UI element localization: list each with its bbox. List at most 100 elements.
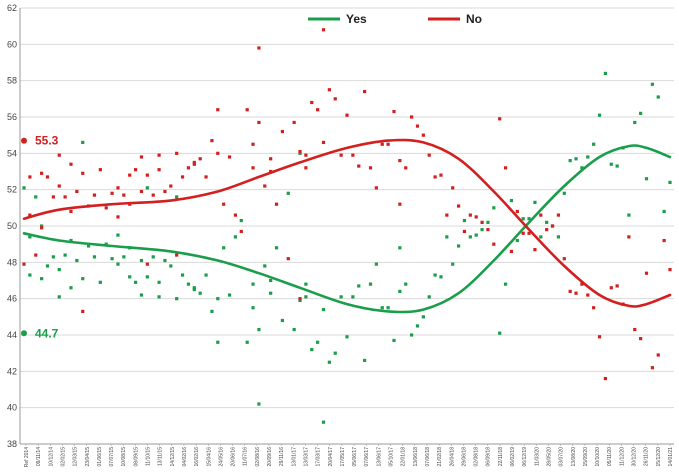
- data-point-no: [321, 140, 326, 145]
- x-tick-label: 10/10/20: [595, 447, 601, 467]
- x-tick-label: 02/08/16: [255, 447, 261, 467]
- data-point-yes: [269, 278, 273, 283]
- data-point-no: [427, 153, 431, 157]
- data-point-no: [263, 184, 267, 188]
- data-point-no: [28, 213, 32, 217]
- data-point-no: [169, 184, 173, 188]
- data-point-no: [139, 155, 144, 159]
- data-point-yes: [28, 235, 32, 239]
- data-point-no: [75, 189, 79, 194]
- data-point-no: [539, 213, 543, 217]
- data-point-no: [321, 28, 326, 32]
- data-point-no: [462, 229, 467, 234]
- data-point-yes: [321, 307, 326, 312]
- data-point-no: [63, 195, 67, 199]
- x-tick-label: 11/12/20: [619, 447, 625, 466]
- data-point-yes: [40, 277, 44, 281]
- data-point-no: [304, 166, 308, 170]
- data-point-no: [486, 228, 490, 232]
- data-point-no: [298, 149, 302, 154]
- data-point-yes: [456, 244, 461, 248]
- data-point-yes: [368, 282, 373, 286]
- x-tick-label: 05/06/17: [352, 447, 358, 467]
- x-tick-label: 11/07/16: [243, 447, 249, 466]
- data-point-no: [392, 109, 396, 114]
- x-tick-label: 13/06/17: [376, 447, 382, 467]
- data-point-no: [222, 202, 226, 206]
- x-tick-label: 13/06/18: [413, 447, 419, 467]
- data-point-yes: [298, 151, 302, 155]
- data-point-yes: [222, 246, 226, 250]
- data-point-no: [122, 193, 126, 197]
- data-point-yes: [439, 275, 443, 279]
- data-point-no: [28, 175, 32, 179]
- data-point-no: [656, 353, 660, 357]
- data-point-no: [269, 157, 273, 161]
- data-points: [22, 28, 672, 424]
- data-point-yes: [639, 111, 643, 115]
- x-tick-label: 29/11/16: [279, 447, 285, 466]
- data-point-no: [451, 186, 455, 190]
- x-tick-label: 17/05/17: [340, 447, 346, 467]
- data-point-no: [597, 335, 602, 339]
- data-point-yes: [286, 191, 290, 195]
- data-point-yes: [57, 268, 61, 272]
- x-tick-label: 10/12/14: [48, 447, 54, 467]
- data-point-yes: [480, 228, 484, 232]
- data-point-yes: [310, 347, 314, 352]
- y-tick-label: 58: [7, 76, 17, 86]
- data-point-yes: [644, 177, 649, 181]
- data-point-no: [298, 297, 302, 301]
- data-point-no: [133, 168, 138, 172]
- data-point-no: [363, 89, 367, 94]
- data-point-no: [34, 253, 38, 257]
- x-tick-label: 11/03/20: [534, 447, 540, 466]
- data-point-yes: [139, 258, 144, 263]
- data-point-no: [492, 242, 496, 246]
- data-point-yes: [157, 280, 161, 284]
- data-point-no: [192, 162, 196, 166]
- data-point-yes: [468, 235, 472, 239]
- data-point-yes: [192, 286, 196, 290]
- data-point-yes: [28, 273, 32, 277]
- data-point-no: [433, 175, 437, 179]
- data-point-no: [357, 164, 361, 168]
- data-point-yes: [163, 258, 167, 263]
- data-point-yes: [81, 140, 85, 145]
- data-point-yes: [498, 331, 502, 335]
- data-point-yes: [69, 238, 73, 243]
- x-tick-label: 05/10/17: [389, 447, 395, 467]
- data-point-no: [533, 248, 537, 252]
- data-point-no: [386, 142, 390, 146]
- data-point-yes: [198, 291, 202, 295]
- data-point-no: [639, 337, 643, 341]
- data-point-no: [351, 153, 355, 157]
- x-tick-label: 15/04/16: [206, 447, 212, 467]
- y-tick-label: 46: [7, 294, 17, 304]
- data-point-no: [92, 193, 97, 197]
- y-tick-label: 60: [7, 39, 17, 49]
- data-point-yes: [462, 218, 467, 223]
- y-tick-label: 48: [7, 257, 17, 267]
- x-tick-label: 03/07/20: [559, 447, 565, 467]
- data-point-no: [439, 173, 443, 177]
- data-point-yes: [216, 297, 220, 301]
- data-point-yes: [503, 282, 508, 286]
- data-point-yes: [239, 218, 243, 223]
- data-point-yes: [398, 246, 402, 250]
- data-point-yes: [192, 287, 196, 292]
- x-tick-label: 07/07/15: [109, 447, 115, 467]
- data-point-no: [45, 175, 50, 179]
- data-point-no: [163, 189, 167, 194]
- data-point-no: [98, 168, 102, 172]
- data-point-yes: [63, 253, 67, 257]
- y-tick-label: 62: [7, 3, 17, 13]
- data-point-no: [57, 184, 61, 188]
- data-point-yes: [45, 264, 50, 268]
- data-point-yes: [580, 166, 584, 170]
- y-tick-label: 42: [7, 366, 17, 376]
- data-point-yes: [492, 206, 496, 210]
- data-point-no: [175, 151, 179, 155]
- data-point-yes: [145, 186, 149, 190]
- x-tick-label: 24/05/16: [218, 447, 224, 467]
